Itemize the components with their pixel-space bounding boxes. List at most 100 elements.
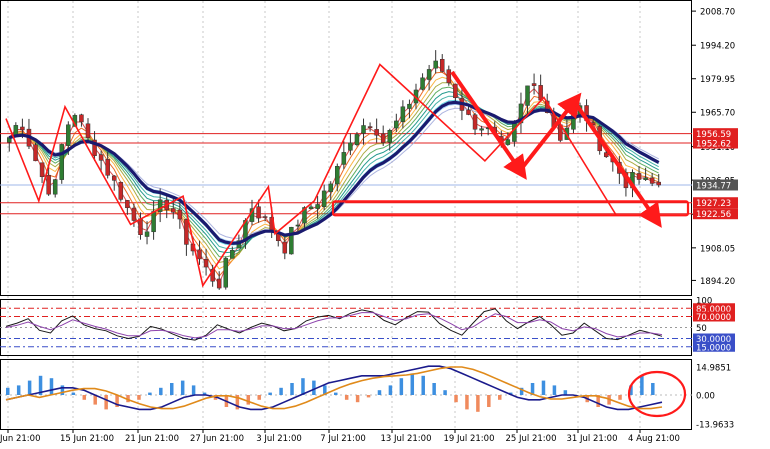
macd-histogram-bar: [323, 385, 327, 395]
candle-body: [394, 120, 399, 129]
x-tick-label: 7 Jul 21:00: [320, 434, 366, 444]
macd-histogram-bar: [301, 378, 305, 395]
candle-body: [157, 199, 163, 212]
annotations: [5, 63, 690, 288]
macd-histogram-bar: [137, 395, 141, 400]
macd-tick-label: 0.00: [696, 392, 715, 402]
macd-histogram-bar: [552, 385, 557, 395]
candle-body: [538, 85, 543, 101]
trend-arrow: [450, 70, 527, 180]
price-label: 1927.23: [696, 199, 731, 209]
macd-histogram-bar: [519, 387, 524, 395]
macd-histogram-bar: [104, 395, 108, 410]
y-tick-label: 1965.70: [700, 109, 735, 119]
candle-body: [216, 278, 222, 289]
candle-body: [262, 216, 268, 218]
macd-histogram-bar: [279, 387, 283, 395]
x-tick-label: 13 Jul 21:00: [381, 434, 432, 444]
oscillator: [0, 307, 692, 348]
macd-histogram-bar: [38, 375, 43, 395]
candle-body: [387, 130, 393, 143]
macd-histogram-bar: [487, 395, 491, 407]
candle-body: [138, 218, 143, 235]
oscillator-tick-label: 85.0000: [696, 305, 731, 315]
macd-histogram-bar: [257, 395, 261, 400]
candle-body: [289, 226, 294, 255]
macd-histogram-bar: [432, 383, 436, 395]
macd-histogram-bar: [148, 392, 152, 395]
macd-histogram-bar: [334, 392, 338, 395]
candle-body: [131, 207, 137, 221]
macd: [0, 365, 692, 418]
candle-body: [282, 241, 288, 254]
zigzag-line: [5, 63, 617, 288]
candle-body: [341, 152, 347, 165]
macd-histogram-bar: [443, 390, 447, 395]
candle-body: [92, 139, 97, 156]
candle-body: [531, 83, 537, 86]
candle-body: [105, 159, 110, 176]
x-tick-label: 21 Jun 21:00: [125, 434, 179, 444]
y-tick-label: 1908.05: [700, 244, 735, 254]
candle-body: [656, 181, 661, 186]
candle-body: [636, 173, 642, 180]
x-tick-label: 15 Jun 21:00: [60, 434, 114, 444]
candle-body: [59, 144, 65, 180]
x-tick-label: 27 Jun 21:00: [190, 434, 244, 444]
candle-body: [439, 59, 445, 72]
oscillator-level-box: [693, 311, 735, 322]
macd-histogram-bar: [159, 387, 163, 395]
candle-body: [603, 152, 609, 158]
trend-arrow: [520, 92, 582, 170]
candle-body: [125, 200, 130, 209]
candle-body: [472, 114, 478, 130]
oscillator-series-line: [5, 308, 663, 341]
macd-histogram-bar: [312, 380, 316, 395]
macd-histogram-bar: [651, 383, 655, 395]
candle-body: [649, 177, 655, 184]
oscillator-series-line: [5, 312, 663, 339]
oscillator-tick-label: 50: [696, 324, 707, 334]
macd-histogram-bar: [115, 395, 119, 407]
axes: 2008.701994.201979.951965.701951.101936.…: [0, 8, 738, 444]
candle-body: [315, 204, 320, 209]
candle-body: [144, 231, 150, 237]
macd-histogram-bar: [377, 390, 382, 395]
y-tick-label: 2008.70: [700, 8, 735, 18]
candle-body: [354, 134, 360, 146]
candle-body: [505, 139, 511, 145]
macd-histogram-bar: [563, 390, 568, 395]
macd-histogram-bar: [541, 380, 546, 395]
signal-line: [5, 366, 663, 410]
y-tick-label: 1994.20: [700, 42, 735, 52]
candle-body: [367, 126, 373, 129]
x-tick-label: 3 Jul 21:00: [256, 434, 302, 444]
macd-line: [5, 365, 663, 411]
macd-histogram-bar: [126, 395, 130, 403]
x-tick-label: 19 Jul 21:00: [444, 434, 495, 444]
candle-body: [7, 137, 12, 143]
macd-histogram-bar: [476, 395, 480, 412]
candle-body: [525, 85, 530, 106]
macd-tick-label: -13.9633: [696, 421, 734, 431]
candle-body: [39, 162, 45, 177]
macd-histogram-bar: [60, 385, 65, 395]
price-label-box: [693, 197, 738, 209]
macd-histogram-bar: [180, 380, 185, 395]
oscillator-level-box: [693, 341, 735, 352]
macd-histogram-bar: [498, 395, 502, 400]
oscillator-tick-label: 70.0000: [696, 313, 731, 323]
price-label: 1934.77: [696, 181, 731, 191]
candle-body: [46, 174, 51, 195]
price-label: 1956.59: [696, 130, 731, 140]
price-label: 1922.56: [696, 210, 731, 220]
macd-histogram-bar: [82, 395, 87, 400]
candle-body: [380, 133, 386, 143]
candle-body: [118, 182, 124, 200]
price-label-box: [693, 128, 738, 140]
candle-body: [400, 106, 406, 122]
macd-histogram-bar: [344, 395, 349, 400]
macd-histogram-bar: [191, 385, 196, 395]
macd-histogram-bar: [596, 395, 600, 407]
